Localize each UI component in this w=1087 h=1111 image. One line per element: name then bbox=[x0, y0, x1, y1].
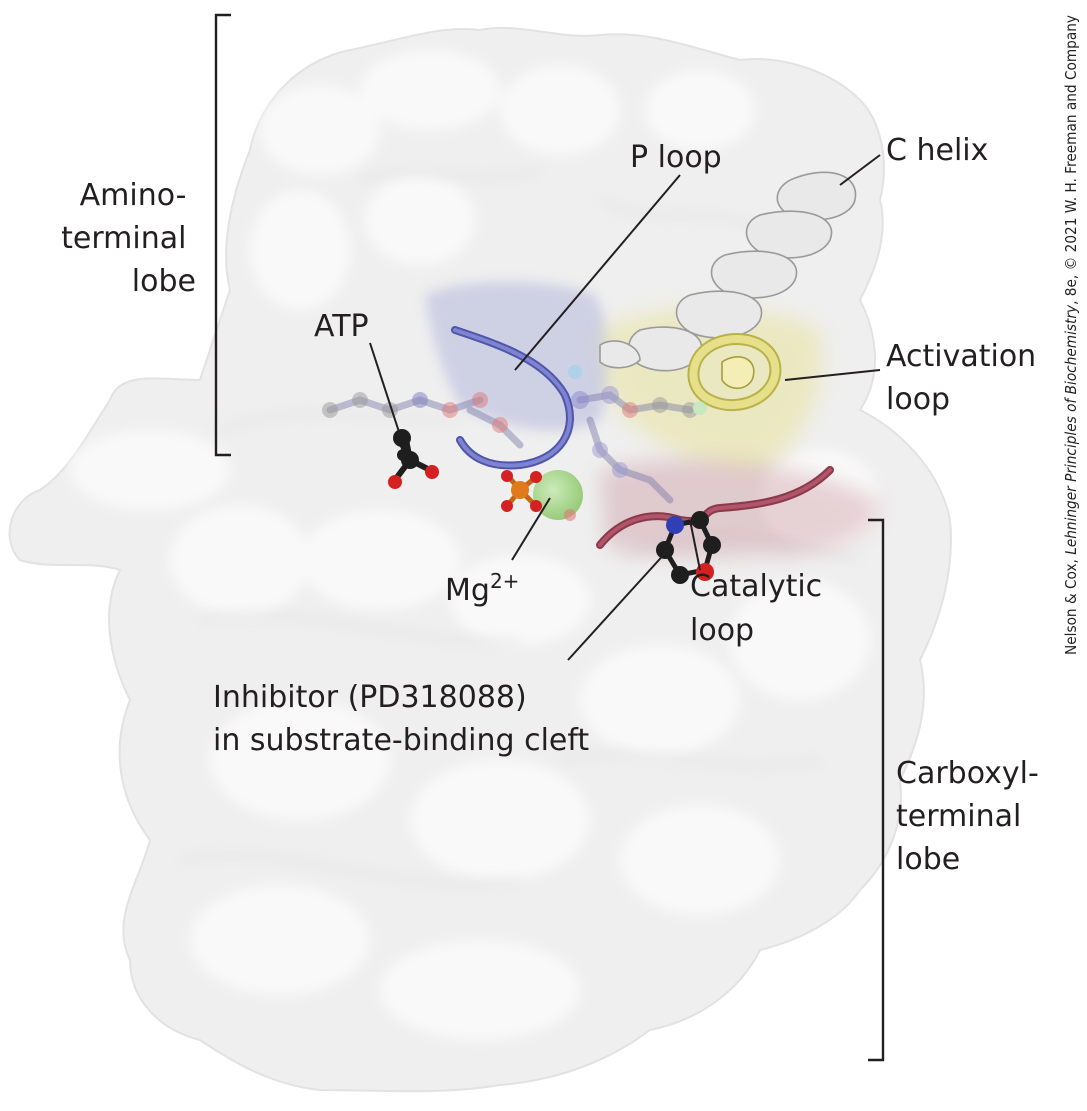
c-helix-ribbon bbox=[599, 171, 857, 372]
p-loop-leader-line bbox=[514, 174, 681, 371]
catalytic-loop-leader-line bbox=[689, 519, 701, 571]
atp-label: ATP bbox=[314, 309, 369, 344]
atp-leader-line bbox=[369, 342, 401, 436]
carboxyl-lobe-label: Carboxyl- terminal lobe bbox=[896, 756, 1048, 877]
inhibitor-leader-line bbox=[567, 549, 669, 661]
mg-label: Mg2+ bbox=[445, 569, 519, 608]
copyright-credit: Nelson & Cox, Lehninger Principles of Bi… bbox=[1062, 15, 1080, 655]
amino-lobe-bracket bbox=[214, 13, 231, 457]
activation-loop-leader-line bbox=[784, 369, 881, 381]
amino-lobe-label: Amino- terminal lobe bbox=[61, 178, 196, 299]
phosphate-group bbox=[501, 470, 576, 521]
inhibitor-molecule bbox=[656, 511, 721, 584]
inhibitor-label: Inhibitor (PD318088) in substrate-bindin… bbox=[213, 680, 589, 758]
p-loop-tube bbox=[451, 326, 574, 470]
activation-loop-label: Activation loop bbox=[886, 339, 1046, 417]
c-helix-label: C helix bbox=[886, 133, 988, 168]
carboxyl-lobe-bracket bbox=[868, 518, 885, 1062]
ligand-ghost-atoms bbox=[322, 365, 707, 478]
mg-leader-line bbox=[511, 497, 551, 561]
catalytic-loop-label: Catalytic loop bbox=[690, 569, 832, 648]
activation-loop-ribbon bbox=[687, 333, 782, 411]
p-loop-label: P loop bbox=[630, 140, 722, 175]
atp-molecule bbox=[388, 429, 439, 489]
c-helix-leader-line bbox=[839, 154, 881, 186]
mg-ion bbox=[533, 470, 583, 520]
